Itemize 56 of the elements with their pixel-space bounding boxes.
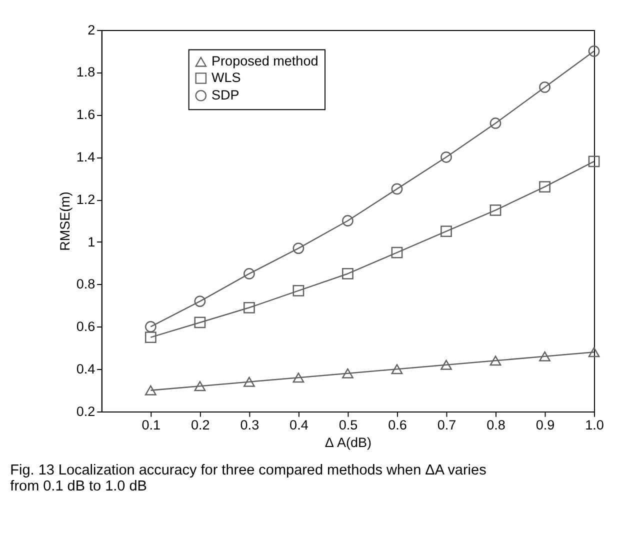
y-tick-label: 1.8 <box>76 64 96 80</box>
x-tick-label: 0.3 <box>240 417 260 432</box>
point <box>342 268 354 280</box>
x-tick-label: 0.8 <box>486 417 506 432</box>
point <box>391 364 403 374</box>
point <box>144 385 156 396</box>
x-tick-label: 1.0 <box>585 417 604 432</box>
point <box>440 360 452 370</box>
point <box>588 156 600 168</box>
point <box>194 381 206 392</box>
x-tick-label: 0.2 <box>191 417 210 432</box>
point <box>194 296 206 307</box>
point <box>342 215 354 226</box>
x-tick-label: 0.6 <box>388 417 407 432</box>
point <box>490 118 502 129</box>
point <box>244 268 255 280</box>
point <box>391 246 403 258</box>
point <box>292 372 304 383</box>
y-axis-title: RMSE(m) <box>58 192 73 251</box>
point <box>588 347 600 358</box>
y-tick-label: 1.4 <box>76 150 96 165</box>
x-tick-label: 0.4 <box>290 417 309 432</box>
y-tick-label: 0.6 <box>76 319 96 334</box>
y-tick-label: 1.6 <box>76 107 96 122</box>
point <box>490 356 502 366</box>
x-axis-title: Δ A(dB) <box>324 434 372 450</box>
point <box>440 226 452 238</box>
point <box>539 181 550 193</box>
x-tick-label: 0.1 <box>142 417 161 432</box>
x-tick-label: 0.5 <box>338 417 358 432</box>
point <box>292 242 304 254</box>
x-tick-label: 0.9 <box>536 417 555 432</box>
point <box>194 316 206 328</box>
y-tick-label: 1.2 <box>76 192 96 207</box>
y-tick-label: 0.4 <box>76 361 96 376</box>
point <box>144 321 156 332</box>
point <box>440 151 452 163</box>
point <box>244 376 255 387</box>
caption: Fig. 13 Localization accuracy for three compared methods when ΔA varies from 0.1 dB to 1.0 dB <box>10 462 486 495</box>
y-tick-label: 2 <box>88 22 96 38</box>
point <box>539 351 550 362</box>
legend-label: SDP <box>212 88 240 103</box>
y-tick-label: 0.2 <box>76 404 96 419</box>
point <box>144 332 156 344</box>
legend-label: WLS <box>212 70 241 86</box>
point <box>292 284 304 296</box>
x-tick-label: 0.7 <box>437 417 456 432</box>
point <box>342 368 354 378</box>
point <box>244 302 255 314</box>
legend-label: Proposed method <box>212 54 318 69</box>
point <box>490 204 502 216</box>
point <box>391 183 403 195</box>
y-tick-label: 1 <box>88 234 96 250</box>
y-tick-label: 0.8 <box>76 276 96 292</box>
point <box>588 45 600 57</box>
point <box>539 82 550 93</box>
